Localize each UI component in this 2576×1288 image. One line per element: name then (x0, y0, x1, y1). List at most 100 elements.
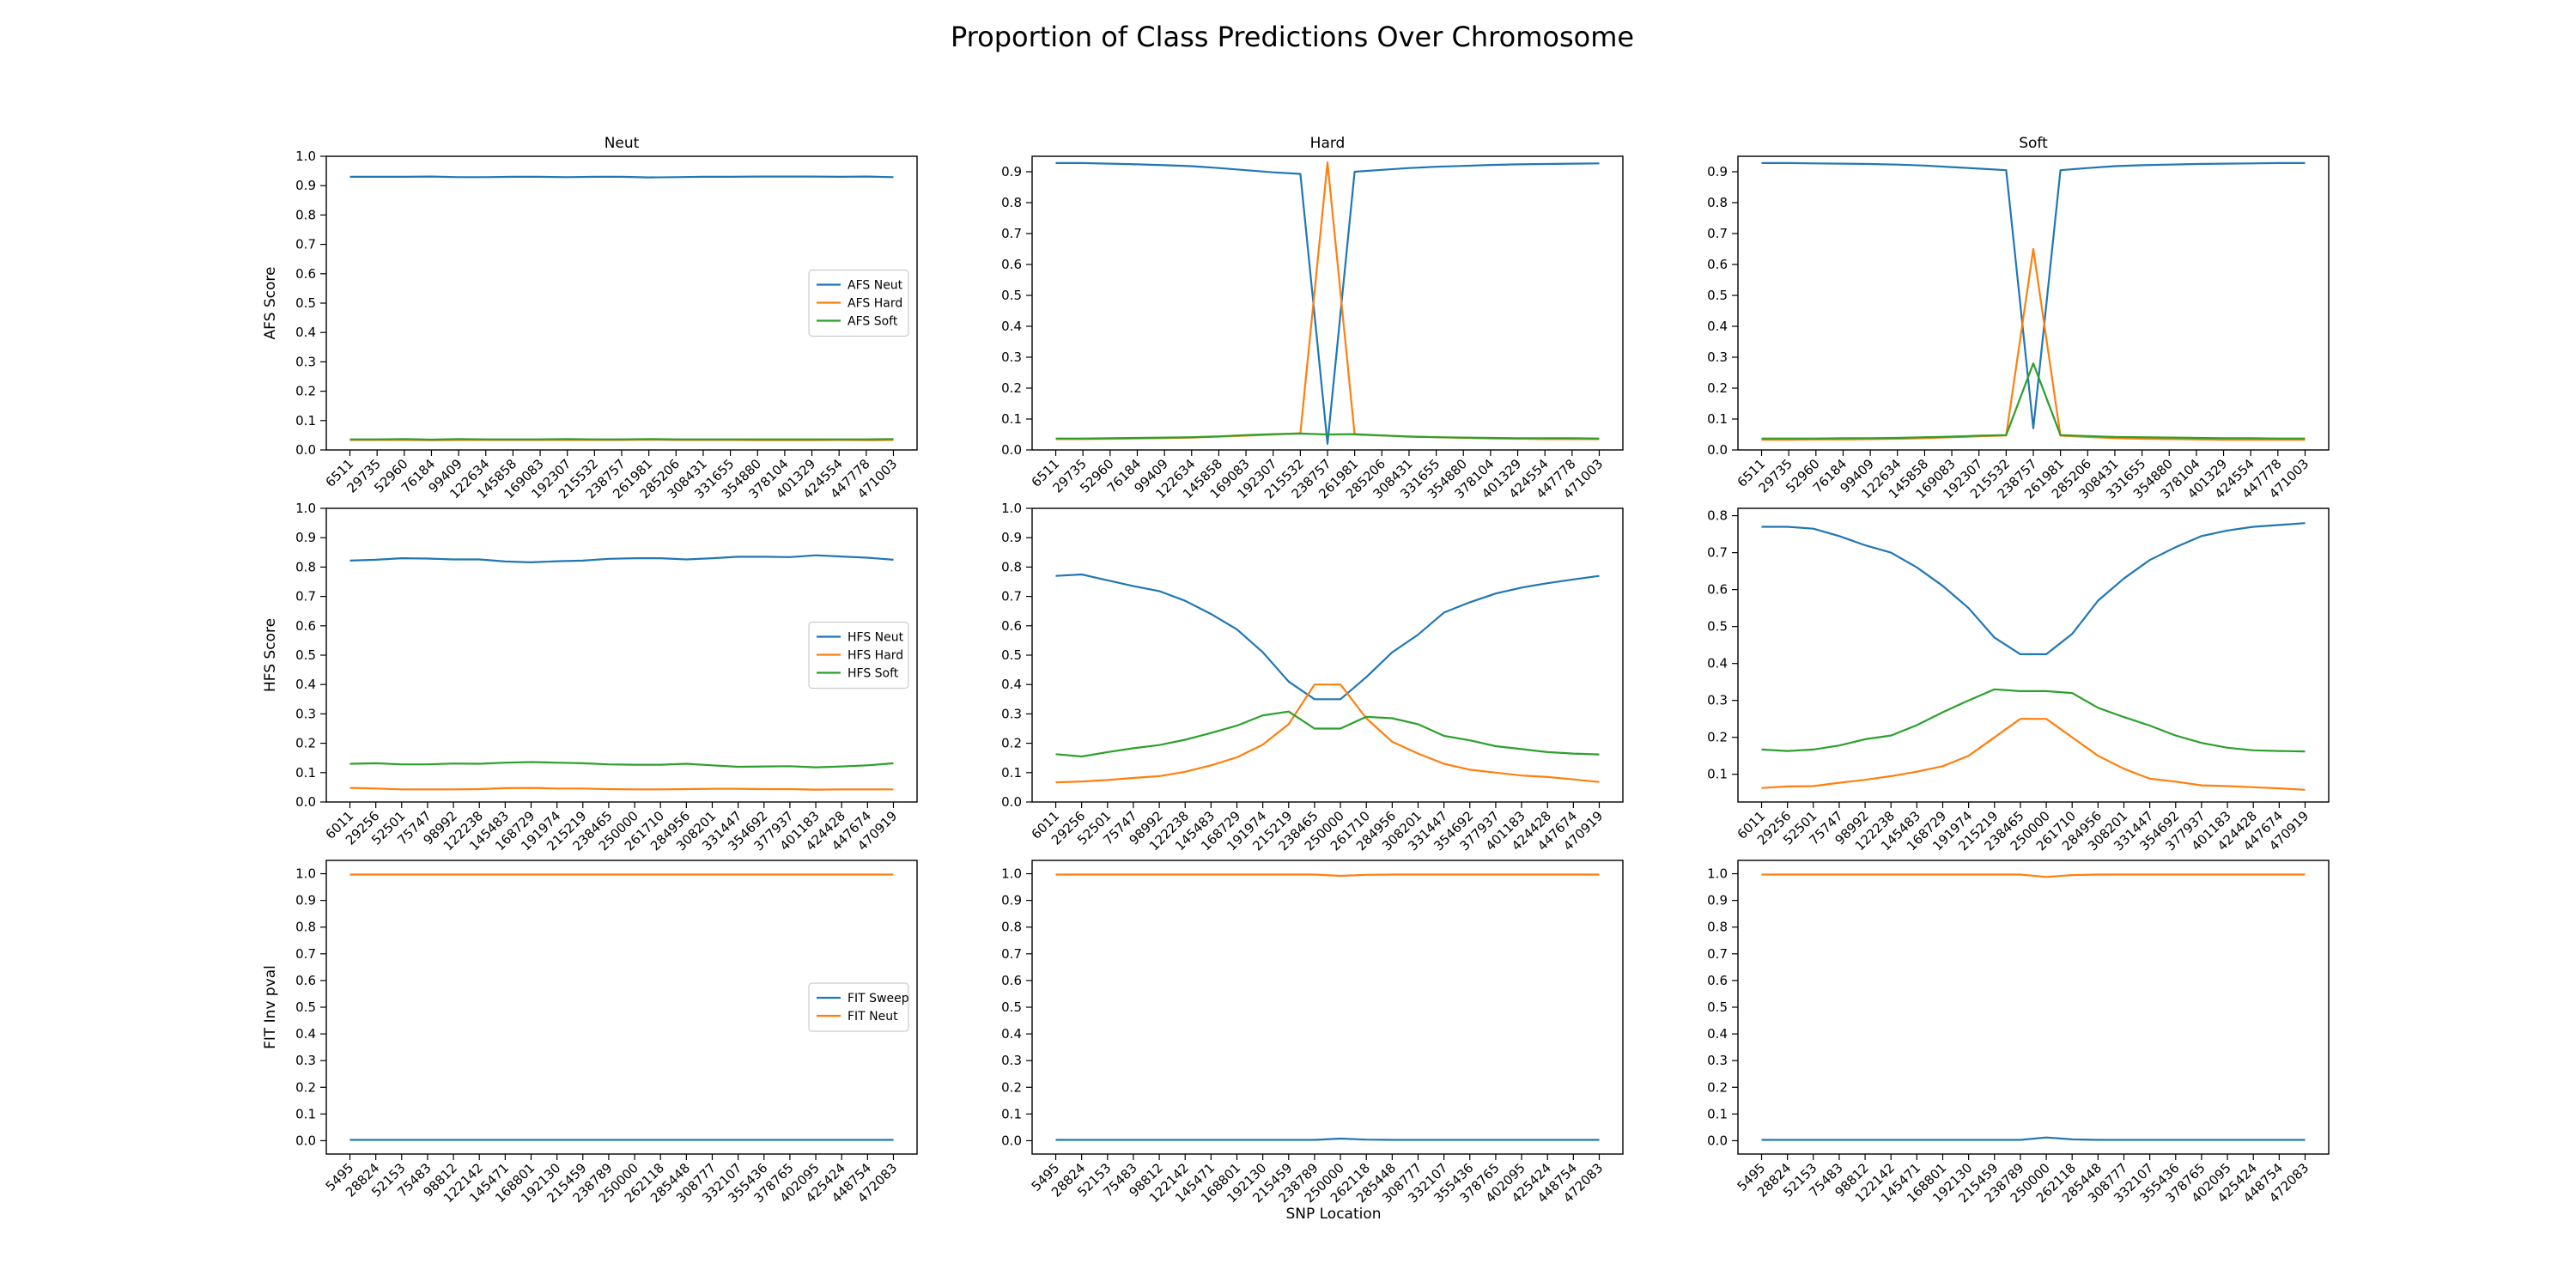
y-tick-label: 0.2 (1707, 1079, 1728, 1095)
y-tick-label: 0.6 (1001, 973, 1022, 988)
y-tick-label: 0.5 (1707, 999, 1728, 1015)
y-tick-label: 0.1 (1001, 1106, 1022, 1121)
y-tick-label: 0.4 (295, 677, 316, 692)
legend-label: FIT Sweep (848, 992, 909, 1005)
y-axis-label: FIT Inv pval (262, 965, 279, 1049)
legend-label: AFS Hard (848, 297, 902, 311)
y-tick-label: 0.7 (295, 237, 316, 252)
y-tick-label: 0.3 (1001, 349, 1022, 365)
y-tick-label: 0.4 (1707, 319, 1728, 334)
legend-label: FIT Neut (848, 1010, 898, 1024)
subplot-title: Neut (605, 135, 640, 152)
y-tick-label: 0.1 (1001, 765, 1022, 781)
legend-label: HFS Neut (848, 631, 904, 645)
y-tick-label: 0.7 (1001, 946, 1022, 962)
y-tick-label: 0.0 (295, 794, 316, 810)
y-tick-label: 0.2 (295, 384, 316, 399)
y-tick-label: 0.4 (1001, 319, 1022, 334)
subplot-title: Hard (1310, 135, 1346, 152)
series-line-afs-neut (350, 177, 894, 178)
y-tick-label: 0.6 (1707, 582, 1728, 598)
y-tick-label: 0.6 (1001, 257, 1022, 272)
y-tick-label: 0.6 (1707, 257, 1728, 272)
y-tick-label: 0.5 (1001, 647, 1022, 663)
y-tick-label: 0.9 (1707, 893, 1728, 908)
y-tick-label: 0.1 (1707, 767, 1728, 782)
y-tick-label: 0.6 (1707, 973, 1728, 988)
y-tick-label: 0.0 (295, 1133, 316, 1148)
y-tick-label: 0.6 (295, 973, 316, 988)
y-axis-label: AFS Score (262, 267, 279, 340)
y-tick-label: 0.1 (1707, 1106, 1728, 1121)
y-tick-label: 0.9 (295, 893, 316, 908)
y-tick-label: 0.1 (295, 413, 316, 428)
y-tick-label: 0.0 (1001, 794, 1022, 810)
y-tick-label: 0.8 (1001, 195, 1022, 210)
legend-box (809, 983, 908, 1031)
y-tick-label: 0.7 (1001, 226, 1022, 241)
legend: FIT Sweep FIT Neut (809, 983, 909, 1031)
legend-label: AFS Soft (848, 315, 898, 329)
y-tick-label: 0.4 (295, 325, 316, 340)
y-tick-label: 0.5 (295, 647, 316, 663)
y-tick-label: 0.1 (295, 1106, 316, 1121)
y-tick-label: 1.0 (1001, 866, 1022, 882)
y-tick-label: 0.2 (1001, 736, 1022, 751)
y-tick-label: 0.9 (295, 530, 316, 545)
y-tick-label: 0.2 (1707, 380, 1728, 396)
y-axis-label: HFS Score (262, 618, 279, 692)
y-tick-label: 0.5 (1001, 999, 1022, 1015)
y-tick-label: 0.7 (295, 946, 316, 962)
series-line-afs-soft (350, 439, 894, 440)
y-tick-label: 0.2 (295, 736, 316, 751)
y-tick-label: 0.6 (1001, 618, 1022, 634)
y-tick-label: 0.1 (1707, 411, 1728, 427)
y-tick-label: 0.3 (1001, 706, 1022, 721)
y-tick-label: 0.0 (1001, 442, 1022, 458)
subplot-title: Soft (2019, 135, 2048, 152)
legend-label: HFS Soft (848, 667, 899, 681)
y-tick-label: 0.7 (1707, 226, 1728, 241)
y-tick-label: 0.8 (1707, 195, 1728, 210)
y-tick-label: 0.7 (1707, 946, 1728, 962)
y-tick-label: 0.8 (295, 207, 316, 222)
y-tick-label: 0.3 (1001, 1053, 1022, 1068)
y-tick-label: 0.2 (1001, 380, 1022, 396)
y-tick-label: 0.2 (295, 1079, 316, 1095)
y-tick-label: 0.8 (295, 559, 316, 574)
y-tick-label: 0.2 (1001, 1079, 1022, 1095)
y-tick-label: 0.2 (1707, 730, 1728, 745)
y-tick-label: 0.5 (295, 295, 316, 311)
y-tick-label: 0.9 (1707, 164, 1728, 179)
y-tick-label: 0.4 (1001, 677, 1022, 692)
y-tick-label: 0.0 (1001, 1133, 1022, 1148)
y-tick-label: 1.0 (1707, 866, 1728, 882)
y-tick-label: 0.9 (1001, 530, 1022, 545)
y-tick-label: 0.5 (1707, 619, 1728, 635)
y-tick-label: 0.3 (1707, 693, 1728, 708)
y-tick-label: 0.5 (1001, 288, 1022, 303)
y-tick-label: 0.0 (295, 442, 316, 458)
y-tick-label: 0.8 (1707, 508, 1728, 524)
y-tick-label: 0.4 (1707, 1026, 1728, 1042)
y-tick-label: 0.3 (295, 706, 316, 721)
legend-label: HFS Hard (848, 649, 903, 663)
y-tick-label: 1.0 (295, 149, 316, 164)
y-tick-label: 0.3 (295, 354, 316, 369)
y-tick-label: 0.5 (295, 999, 316, 1015)
y-tick-label: 0.4 (1001, 1026, 1022, 1042)
y-tick-label: 0.8 (1707, 920, 1728, 935)
y-tick-label: 0.7 (1707, 545, 1728, 561)
y-tick-label: 0.3 (1707, 1053, 1728, 1068)
y-tick-label: 0.1 (295, 765, 316, 781)
y-tick-label: 0.5 (1707, 288, 1728, 303)
y-tick-label: 0.3 (295, 1053, 316, 1068)
y-tick-label: 0.8 (295, 920, 316, 935)
y-tick-label: 0.8 (1001, 920, 1022, 935)
y-tick-label: 0.0 (1707, 442, 1728, 458)
y-tick-label: 0.1 (1001, 411, 1022, 427)
y-tick-label: 0.7 (1001, 589, 1022, 605)
figure-title: Proportion of Class Predictions Over Chr… (951, 21, 1634, 53)
